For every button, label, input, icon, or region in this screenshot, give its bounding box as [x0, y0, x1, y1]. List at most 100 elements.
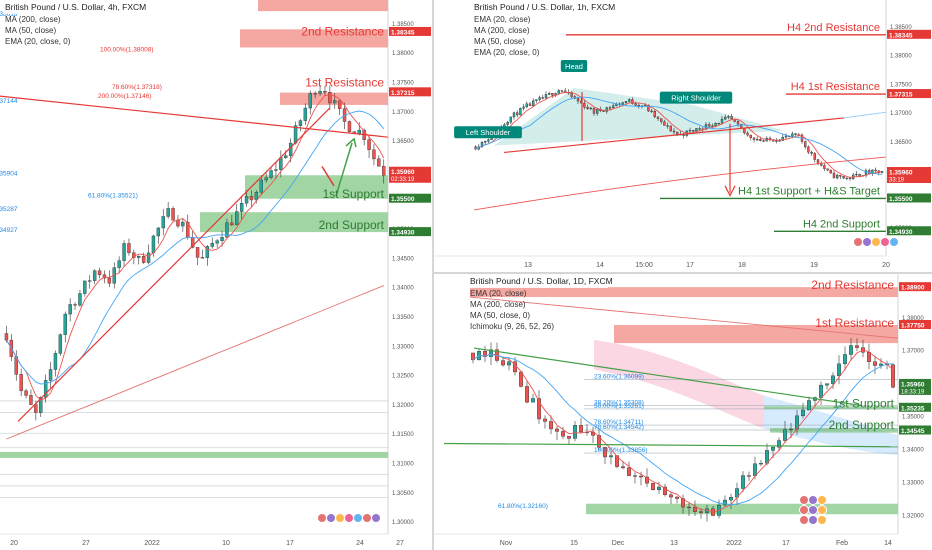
- candle-body: [83, 280, 87, 294]
- candle-body: [215, 240, 219, 244]
- candle-body: [633, 475, 637, 477]
- y-tick-label: 1.30500: [392, 491, 414, 497]
- candle-body: [855, 345, 859, 348]
- ema20-line: [472, 349, 894, 513]
- candle-body: [714, 123, 717, 126]
- downtrend-line: [0, 95, 389, 138]
- left-edge-label: 1.38618: [0, 11, 18, 18]
- candle-body: [137, 255, 141, 258]
- candle-body: [171, 208, 175, 221]
- zone-label: 1st Support: [323, 187, 385, 201]
- current-price-tag: [899, 378, 931, 395]
- candle-body: [254, 192, 259, 201]
- candle-body: [63, 313, 67, 335]
- candle-body: [544, 94, 548, 99]
- candle-body: [146, 252, 151, 263]
- y-tick-label: 1.34500: [392, 256, 414, 262]
- candle-body: [746, 132, 749, 136]
- horizontal-support-line: [443, 442, 899, 448]
- panel-divider-vertical: [432, 0, 434, 550]
- y-tick-label: 1.37000: [392, 110, 414, 116]
- candle-body: [555, 428, 559, 432]
- candle-body: [848, 177, 852, 179]
- candle-body: [743, 128, 746, 134]
- candle-body: [653, 110, 657, 118]
- zone-label: 2nd Resistance: [811, 278, 894, 292]
- downtrend-line: [473, 347, 863, 407]
- y-tick-label: 1.32500: [392, 374, 414, 380]
- pattern-label: Right Shoulder: [671, 94, 721, 103]
- news-event-icon: [817, 495, 827, 505]
- candle-body: [695, 128, 698, 132]
- x-tick-label: 14: [596, 262, 604, 269]
- y-tick-label: 1.36500: [890, 140, 912, 146]
- candle-body: [220, 237, 224, 241]
- level-label: H4 2nd Resistance: [787, 22, 880, 34]
- candle-body: [592, 107, 596, 114]
- x-tick-label: 10: [222, 540, 230, 547]
- indicator-legend: Ichimoku (9, 26, 52, 26): [470, 322, 554, 331]
- zone-price-3-tag: [899, 425, 931, 435]
- candle-body: [650, 110, 653, 113]
- candle-body: [244, 196, 249, 204]
- x-tick-label: 20: [10, 540, 18, 547]
- candle-body: [675, 496, 679, 499]
- zone-price-2-tag: [899, 402, 931, 412]
- candle-body: [298, 120, 303, 126]
- ichimoku-cloud: [594, 339, 764, 429]
- chart-1h: H4 2nd Resistance H4 1st Resistance H4 1st…: [434, 0, 932, 272]
- indicator-legend: MA (50, close, 0): [470, 311, 530, 320]
- y-tick-label: 1.37000: [890, 111, 912, 117]
- x-tick-label: Dec: [612, 540, 625, 547]
- candle-body: [879, 363, 883, 366]
- candle-body: [543, 418, 547, 422]
- fib-label: 200.00%(1.37146): [98, 93, 152, 100]
- zone-price-0-tag: [389, 26, 431, 36]
- current-price-tag-timer: 33:19: [889, 178, 905, 184]
- current-price-tag: [389, 166, 431, 183]
- candle-body: [195, 247, 200, 258]
- candle-body: [541, 97, 545, 99]
- level-price-1-tag-label: 1.37315: [889, 92, 913, 99]
- candle-body: [293, 125, 298, 144]
- candle-body: [727, 116, 730, 118]
- zone-price-0-tag: [899, 282, 931, 292]
- candle-body: [176, 219, 180, 227]
- candle-body: [603, 447, 607, 458]
- fib-label: 100.00%(1.38008): [100, 47, 154, 54]
- candle-body: [801, 409, 805, 417]
- news-event-icon: [799, 515, 809, 525]
- x-tick-label: 15: [570, 540, 578, 547]
- candle-body: [845, 177, 848, 179]
- candle-body: [675, 131, 679, 135]
- candle-body: [122, 243, 126, 261]
- candle-body: [210, 242, 214, 247]
- fib-label: 23.60%(1.36099): [594, 373, 644, 380]
- candle-body: [68, 304, 72, 315]
- target-arrow-head: [724, 185, 736, 197]
- candle-body: [825, 383, 829, 386]
- x-tick-label: 2022: [144, 540, 160, 547]
- candle-body: [666, 125, 669, 127]
- candle-body: [777, 440, 781, 448]
- candle-body: [736, 121, 740, 125]
- y-tick-label: 1.33000: [902, 480, 924, 486]
- x-tick-label: 17: [782, 540, 790, 547]
- candle-body: [372, 149, 376, 160]
- price-axis-background: [898, 274, 932, 550]
- candle-body: [487, 139, 490, 142]
- candle-body: [747, 475, 751, 477]
- y-tick-label: 1.38000: [392, 51, 414, 57]
- y-tick-label: 1.38500: [890, 25, 912, 31]
- zone-price-1-tag: [389, 87, 431, 97]
- candle-body: [557, 90, 561, 94]
- fib-label: 78.60%(1.37318): [112, 84, 162, 91]
- zone-1: [614, 325, 898, 344]
- neckline-extension: [843, 111, 887, 119]
- candle-body: [611, 105, 615, 108]
- x-tick-label: 13: [524, 262, 532, 269]
- zone-label: 2nd Resistance: [301, 25, 384, 39]
- candle-body: [551, 93, 554, 96]
- news-event-icon: [817, 515, 827, 525]
- candle-body: [102, 274, 107, 279]
